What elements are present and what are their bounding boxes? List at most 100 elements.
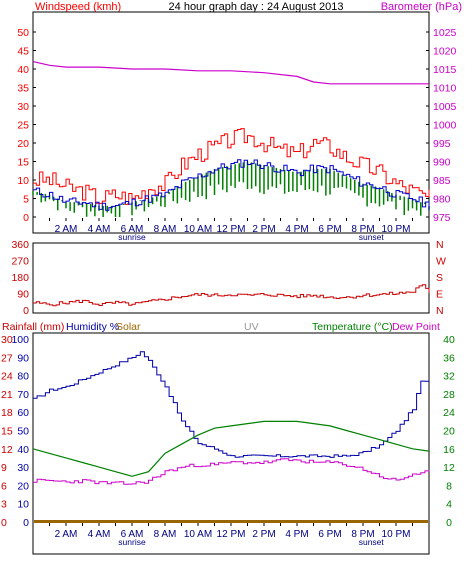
temperature-tick-label: 20 (443, 426, 455, 438)
wind-panel-frame (32, 11, 430, 234)
humidity-axis-label: Humidity % (66, 321, 119, 333)
wind-tick-label: 10 (17, 175, 29, 187)
barometer-tick-label: 1015 (433, 64, 457, 76)
solar-axis-label: Solar (116, 321, 141, 333)
wind-tick-label: 20 (17, 138, 29, 150)
wind-sunrise-label: sunrise (118, 232, 146, 242)
temperature-axis-label: Temperature (°C) (312, 321, 393, 333)
wind-tick-label: 5 (23, 194, 29, 206)
barometer-tick-label: 1020 (433, 46, 457, 58)
temperature-tick-label: 12 (443, 462, 455, 474)
dew-point-line (33, 458, 430, 485)
barometer-tick-label: 1000 (433, 120, 457, 132)
temp-x-tick-label: 10 PM (382, 529, 411, 540)
humidity-tick-label: 70 (17, 389, 29, 401)
barometer-tick-label: 1005 (433, 101, 457, 113)
rainfall-tick-label: 15 (1, 426, 13, 438)
temp-sunset-label: sunset (359, 537, 385, 547)
compass-tick-label: S (436, 272, 443, 284)
rainfall-tick-label: 9 (1, 462, 7, 474)
rainfall-tick-label: 6 (1, 480, 7, 492)
wind-x-tick-label: 6 PM (318, 224, 341, 235)
wind-x-tick-label: 10 AM (184, 224, 212, 235)
barometer-axis-label: Barometer (hPa) (381, 1, 462, 13)
wind-x-tick-label: 8 PM (351, 224, 374, 235)
barometer-tick-label: 985 (433, 175, 451, 187)
wind-x-tick-label: 2 AM (55, 224, 78, 235)
temp-x-tick-label: 2 AM (55, 529, 78, 540)
barometer-tick-label: 990 (433, 157, 451, 169)
barometer-tick-label: 975 (433, 212, 451, 224)
wind-tick-label: 40 (17, 64, 29, 76)
humidity-tick-label: 20 (17, 480, 29, 492)
wind-x-tick-label: 10 PM (382, 224, 411, 235)
barometer-tick-label: 1010 (433, 83, 457, 95)
humidity-tick-label: 80 (17, 371, 29, 383)
direction-tick-label: 360 (11, 239, 29, 251)
temperature-tick-label: 24 (443, 407, 455, 419)
wind-tick-label: 45 (17, 46, 29, 58)
direction-tick-label: 180 (11, 272, 29, 284)
wind-x-tick-label: 8 AM (154, 224, 177, 235)
wind-tick-label: 35 (17, 83, 29, 95)
temp-x-tick-label: 4 PM (285, 529, 308, 540)
temperature-tick-label: 28 (443, 389, 455, 401)
rainfall-tick-label: 12 (1, 444, 13, 456)
temperature-tick-label: 32 (443, 371, 455, 383)
wind-sunset-label: sunset (359, 232, 385, 242)
humidity-tick-label: 30 (17, 462, 29, 474)
direction-tick-label: 0 (23, 305, 29, 317)
direction-panel-frame (32, 242, 430, 314)
humidity-tick-label: 10 (17, 499, 29, 511)
uv-axis-label: UV (244, 321, 259, 333)
temp-x-tick-label: 8 PM (351, 529, 374, 540)
wind-tick-label: 30 (17, 101, 29, 113)
wind-x-tick-label: 12 PM (217, 224, 246, 235)
temp-x-tick-label: 12 PM (217, 529, 246, 540)
temp-x-tick-label: 4 AM (88, 529, 111, 540)
direction-tick-label: 270 (11, 256, 29, 268)
temperature-tick-label: 0 (446, 517, 452, 529)
compass-tick-label: N (436, 305, 444, 317)
temperature-tick-label: 40 (443, 334, 455, 346)
windspeed-axis-label: Windspeed (kmh) (35, 1, 121, 13)
rainfall-tick-label: 24 (1, 371, 13, 383)
wind-tick-label: 25 (17, 120, 29, 132)
rainfall-axis-label: Rainfall (mm) (2, 321, 64, 333)
wind-x-tick-label: 4 AM (88, 224, 111, 235)
humidity-tick-label: 100 (11, 334, 29, 346)
temperature-tick-label: 4 (446, 499, 452, 511)
wind-tick-label: 0 (23, 212, 29, 224)
wind-tick-label: 15 (17, 157, 29, 169)
humidity-line (33, 351, 430, 458)
wind-x-tick-label: 4 PM (285, 224, 308, 235)
temp-x-tick-label: 8 AM (154, 529, 177, 540)
humidity-tick-label: 60 (17, 407, 29, 419)
rainfall-tick-label: 3 (1, 499, 7, 511)
temp-x-tick-label: 6 AM (121, 529, 144, 540)
solar-band (34, 520, 428, 523)
rainfall-tick-label: 30 (1, 334, 13, 346)
wind-x-tick-label: 2 PM (252, 224, 275, 235)
wind-average-line (33, 159, 430, 211)
wind-x-tick-label: 6 AM (121, 224, 144, 235)
temperature-panel-frame (32, 332, 430, 555)
temperature-tick-label: 8 (446, 480, 452, 492)
temp-x-tick-label: 2 PM (252, 529, 275, 540)
rainfall-tick-label: 18 (1, 407, 13, 419)
temp-x-tick-label: 6 PM (318, 529, 341, 540)
rainfall-tick-label: 21 (1, 389, 13, 401)
barometer-tick-label: 980 (433, 194, 451, 206)
barometer-tick-label: 995 (433, 138, 451, 150)
barometer-line (32, 61, 429, 85)
temperature-tick-label: 16 (443, 444, 455, 456)
humidity-tick-label: 50 (17, 426, 29, 438)
direction-tick-label: 90 (17, 289, 29, 301)
wind-tick-label: 50 (17, 27, 29, 39)
compass-tick-label: E (436, 289, 443, 301)
chart-title: 24 hour graph day : 24 August 2013 (169, 1, 344, 13)
humidity-tick-label: 0 (23, 517, 29, 529)
temp-sunrise-label: sunrise (118, 537, 146, 547)
dew-point-axis-label: Dew Point (392, 321, 440, 333)
